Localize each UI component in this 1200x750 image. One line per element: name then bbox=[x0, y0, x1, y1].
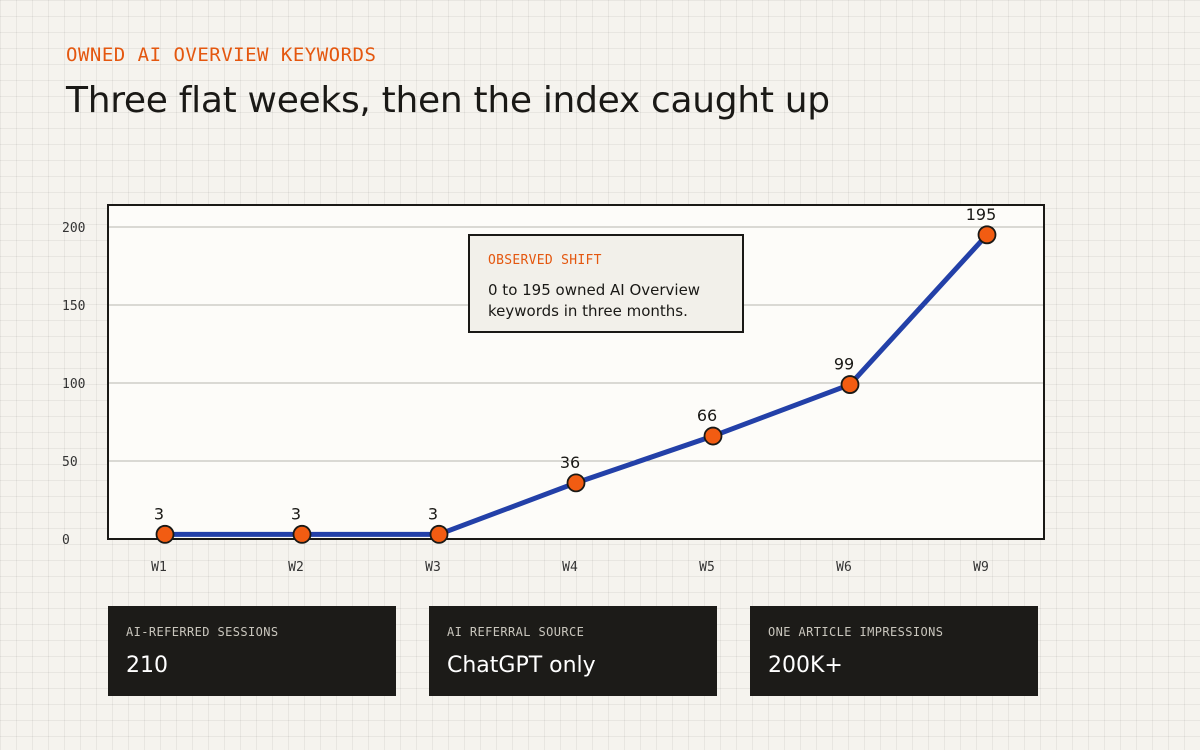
observed-shift-callout: OBSERVED SHIFT 0 to 195 owned AI Overvie… bbox=[468, 234, 744, 333]
chart-eyebrow: OWNED AI OVERVIEW KEYWORDS bbox=[66, 44, 377, 66]
y-tick-label: 50 bbox=[62, 455, 78, 470]
data-label: 66 bbox=[697, 406, 717, 425]
x-tick-label: W9 bbox=[973, 560, 989, 575]
y-tick-label: 150 bbox=[62, 299, 85, 314]
data-point bbox=[703, 426, 723, 446]
chart-title: Three flat weeks, then the index caught … bbox=[66, 80, 830, 121]
data-label: 3 bbox=[428, 504, 438, 523]
data-label: 99 bbox=[834, 355, 854, 374]
x-tick-label: W5 bbox=[699, 560, 715, 575]
y-axis: 0 50 100 150 200 bbox=[62, 221, 85, 548]
x-tick-label: W2 bbox=[288, 560, 304, 575]
x-tick-label: W4 bbox=[562, 560, 578, 575]
card-value: ChatGPT only bbox=[447, 653, 596, 678]
x-tick-label: W3 bbox=[425, 560, 441, 575]
stat-card-impressions: ONE ARTICLE IMPRESSIONS 200K+ bbox=[750, 606, 1038, 696]
callout-label: OBSERVED SHIFT bbox=[488, 253, 602, 268]
data-point bbox=[566, 473, 586, 493]
card-label: AI REFERRAL SOURCE bbox=[447, 625, 585, 639]
data-label: 36 bbox=[560, 453, 580, 472]
data-point bbox=[429, 524, 449, 544]
data-point bbox=[840, 375, 860, 394]
card-label: ONE ARTICLE IMPRESSIONS bbox=[768, 625, 944, 639]
data-labels: 3 3 3 36 66 99 195 bbox=[154, 205, 996, 524]
data-label: 195 bbox=[966, 205, 997, 224]
x-tick-label: W1 bbox=[151, 560, 167, 575]
x-tick-label: W6 bbox=[836, 560, 852, 575]
data-point bbox=[155, 524, 175, 544]
data-point bbox=[292, 524, 312, 544]
card-value: 210 bbox=[126, 653, 168, 678]
data-points bbox=[155, 225, 997, 544]
data-label: 3 bbox=[154, 504, 164, 523]
y-tick-label: 200 bbox=[62, 221, 85, 236]
card-label: AI-REFERRED SESSIONS bbox=[126, 625, 279, 639]
data-point bbox=[977, 225, 997, 245]
card-value: 200K+ bbox=[768, 653, 843, 678]
x-axis: W1 W2 W3 W4 W5 W6 W9 bbox=[151, 560, 989, 575]
callout-text: 0 to 195 owned AI Overview keywords in t… bbox=[488, 281, 701, 320]
y-tick-label: 100 bbox=[62, 377, 85, 392]
stat-card-sessions: AI-REFERRED SESSIONS 210 bbox=[108, 606, 396, 696]
stat-card-source: AI REFERRAL SOURCE ChatGPT only bbox=[429, 606, 717, 696]
y-tick-label: 0 bbox=[62, 533, 70, 548]
data-label: 3 bbox=[291, 504, 301, 523]
